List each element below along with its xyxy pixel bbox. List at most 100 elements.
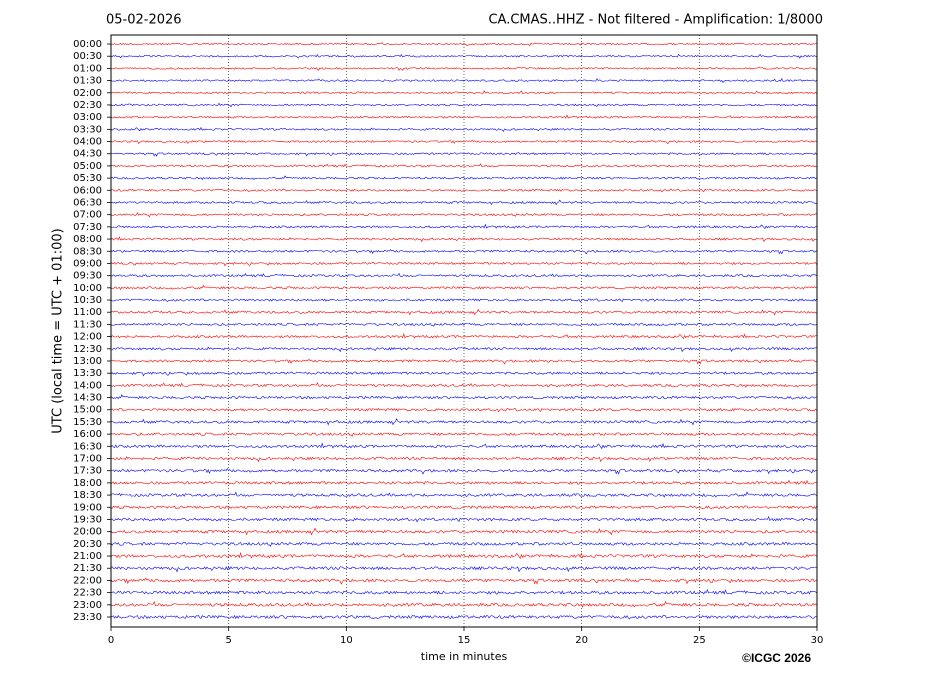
x-tick-label: 15: [458, 635, 471, 646]
trace: [110, 382, 817, 388]
y-tick-label: 10:00: [73, 283, 102, 294]
y-tick-label: 22:30: [73, 588, 102, 599]
y-tick-label: 15:00: [73, 405, 102, 416]
y-tick-label: 12:00: [73, 332, 102, 343]
trace: [110, 199, 817, 206]
y-tick-label: 06:30: [73, 197, 102, 208]
y-tick-label: 13:30: [73, 368, 102, 379]
y-tick-label: 00:30: [73, 51, 102, 62]
y-tick-label: 06:00: [73, 185, 102, 196]
trace: [110, 516, 817, 523]
x-tick-label: 10: [340, 635, 353, 646]
trace: [110, 175, 817, 181]
plot-frame: [110, 34, 818, 628]
y-tick-label: 07:00: [73, 210, 102, 221]
trace: [110, 139, 817, 145]
y-tick-label: 23:30: [73, 612, 102, 623]
y-tick-label: 11:00: [73, 307, 102, 318]
y-tick-label: 21:00: [73, 551, 102, 562]
y-tick-label: 19:30: [73, 514, 102, 525]
trace: [110, 614, 817, 620]
trace: [110, 600, 817, 608]
trace: [110, 163, 817, 168]
y-tick-label: 16:00: [73, 429, 102, 440]
chart-subtitle: CA.CMAS..HHZ - Not filtered - Amplificat…: [488, 13, 823, 28]
trace: [110, 407, 817, 413]
trace: [110, 272, 817, 278]
y-tick-label: 08:30: [73, 246, 102, 257]
y-tick-label: 17:00: [73, 454, 102, 465]
trace: [110, 468, 817, 475]
y-tick-label: 02:00: [73, 88, 102, 99]
x-tick-label: 0: [108, 635, 114, 646]
trace: [110, 322, 817, 327]
y-tick-label: 11:30: [73, 319, 102, 330]
trace: [110, 102, 817, 108]
y-tick-label: 20:30: [73, 539, 102, 550]
y-tick-label: 05:00: [73, 161, 102, 172]
trace: [110, 53, 817, 59]
trace: [110, 552, 817, 560]
trace: [110, 284, 817, 291]
y-tick-label: 14:30: [73, 393, 102, 404]
trace: [110, 541, 817, 547]
y-tick-label: 21:30: [73, 563, 102, 574]
trace: [110, 577, 817, 585]
trace: [111, 346, 817, 353]
trace: [110, 261, 817, 267]
trace: [110, 358, 817, 365]
trace: [110, 249, 817, 255]
y-tick-label: 04:00: [73, 137, 102, 148]
trace: [110, 566, 817, 573]
y-tick-label: 08:00: [73, 234, 102, 245]
trace: [110, 126, 817, 133]
y-tick-label: 18:00: [73, 478, 102, 489]
trace: [110, 527, 817, 536]
y-tick-label: 03:30: [73, 124, 102, 135]
y-tick-label: 01:00: [73, 63, 102, 74]
trace: [110, 223, 817, 230]
chart-title: 05-02-2026: [106, 13, 182, 28]
y-tick-label: 19:00: [73, 502, 102, 513]
y-tick-label: 14:00: [73, 380, 102, 391]
y-tick-label: 00:00: [73, 39, 102, 50]
y-tick-label: 07:30: [73, 222, 102, 233]
y-tick-label: 16:30: [73, 441, 102, 452]
y-tick-label: 02:30: [73, 100, 102, 111]
trace: [110, 236, 817, 243]
trace: [110, 42, 817, 47]
trace: [110, 394, 817, 400]
trace: [110, 491, 817, 498]
x-tick-label: 5: [225, 635, 231, 646]
trace: [110, 77, 817, 83]
trace: [110, 67, 817, 71]
trace: [110, 589, 817, 595]
y-tick-label: 03:00: [73, 112, 102, 123]
trace: [110, 90, 817, 95]
y-tick-label: 04:30: [73, 149, 102, 160]
trace: [110, 152, 817, 157]
y-tick-label: 22:00: [73, 575, 102, 586]
trace: [110, 455, 817, 463]
y-tick-label: 15:30: [73, 417, 102, 428]
y-axis-label: UTC (local time = UTC + 01:00): [51, 228, 66, 433]
trace: [110, 332, 817, 340]
x-axis-label: time in minutes: [421, 650, 508, 663]
trace: [110, 505, 817, 510]
x-tick-label: 20: [575, 635, 588, 646]
y-tick-label: 12:30: [73, 344, 102, 355]
copyright: ©ICGC 2026: [742, 651, 811, 665]
y-tick-label: 05:30: [73, 173, 102, 184]
trace: [110, 308, 817, 316]
trace: [110, 479, 817, 485]
x-tick-label: 25: [693, 635, 706, 646]
trace: [110, 298, 817, 303]
trace: [110, 418, 817, 426]
trace: [110, 114, 817, 119]
y-tick-label: 13:00: [73, 356, 102, 367]
trace: [110, 442, 817, 450]
x-tick-label: 30: [811, 635, 824, 646]
y-tick-label: 20:00: [73, 527, 102, 538]
